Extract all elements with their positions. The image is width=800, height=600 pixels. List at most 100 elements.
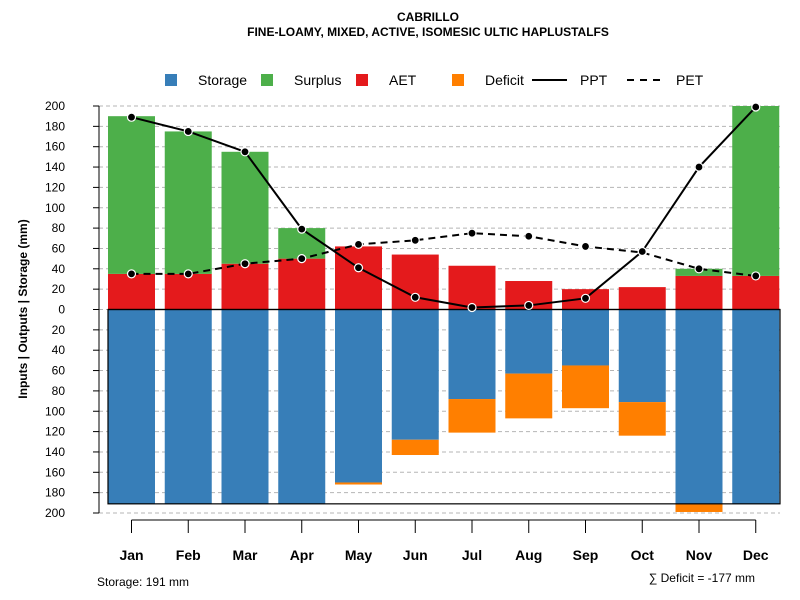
ppt-point [524,300,534,311]
y-tick-label: 160 [45,465,65,479]
y-tick-label: 120 [45,180,65,194]
storage-bar [335,309,382,483]
y-tick-label: 200 [45,506,65,520]
y-tick-label: 40 [52,343,66,357]
surplus-legend-label: Surplus [294,72,341,88]
ppt-point [126,112,137,122]
aet-bar [108,273,155,310]
y-tick-label: 60 [52,241,66,255]
ppt-line [131,106,757,309]
pet-point [126,269,137,279]
series-lines [126,102,761,313]
deficit-legend-swatch [452,74,464,86]
x-tick-label: Mar [233,547,258,563]
ppt-point [410,292,420,302]
y-tick-label: 60 [52,364,66,378]
deficit-sum-note: ∑ Deficit = -177 mm [649,571,755,585]
surplus-bar [732,106,780,276]
x-tick-label: Jan [119,547,143,563]
aet-legend-label: AET [389,72,417,88]
aet-bar [675,275,723,310]
legend: Storage Surplus AET Deficit PPT PET [165,72,704,88]
storage-bar [164,309,212,504]
y-tick-label: 160 [45,140,65,154]
pet-point [524,231,534,241]
storage-bar [618,309,666,403]
storage-bar [108,309,155,504]
y-tick-label: 20 [52,282,66,296]
pet-point [580,241,591,252]
x-tick-label: Feb [176,547,201,563]
x-tick-label: May [345,547,372,563]
pet-legend-label: PET [676,72,704,88]
chart-subtitle: FINE-LOAMY, MIXED, ACTIVE, ISOMESIC ULTI… [247,25,609,39]
x-tick-label: Aug [515,547,542,563]
chart-title: CABRILLO [397,10,459,24]
ppt-point [183,126,193,137]
gridlines [99,105,780,514]
x-axis: Jan Feb Mar Apr May Jun Jul Aug Sep Oct Nov Dec [119,519,769,563]
storage-bar [505,309,553,374]
y-axis-label: Inputs | Outputs | Storage (mm) [16,219,30,398]
ppt-point [694,162,704,172]
pet-point [467,228,477,238]
pet-point [410,235,420,245]
y-tick-label: 200 [45,99,65,113]
ppt-legend-label: PPT [580,72,608,88]
y-tick-label: 180 [45,486,65,500]
y-tick-label: 80 [52,384,66,398]
storage-bar [448,309,496,400]
aet-bar [278,258,326,310]
deficit-bar [618,402,666,436]
deficit-legend-label: Deficit [485,72,524,88]
ppt-point [637,246,647,257]
storage-note: Storage: 191 mm [97,575,189,589]
y-tick-label: 180 [45,119,65,133]
pet-point [183,269,193,279]
deficit-bar [391,439,439,456]
surplus-bar [221,151,269,264]
y-tick-label: 100 [45,201,65,215]
x-tick-label: Dec [743,547,769,563]
aet-bar [164,273,212,310]
storage-capacity-outline [107,308,781,505]
deficit-bar [505,373,553,419]
pet-point [751,271,761,281]
deficit-bar [562,365,609,409]
aet-bar [618,287,666,310]
aet-bar [732,275,780,310]
x-tick-label: Nov [686,547,713,563]
storage-bar [675,309,723,504]
y-tick-label: 80 [52,221,66,235]
deficit-bar [448,399,496,433]
y-tick-label: 140 [45,160,65,174]
ppt-point [353,263,364,273]
pet-point [240,259,250,269]
storage-bar [562,309,609,366]
x-tick-label: Sep [573,547,599,563]
aet-bar [221,263,269,310]
y-tick-label: 140 [45,445,65,459]
surplus-bar [164,131,212,274]
ppt-point [240,147,250,157]
storage-legend-swatch [165,74,177,86]
y-tick-label: 120 [45,425,65,439]
storage-bar [278,309,326,504]
ppt-point [580,293,591,303]
ppt-point [297,224,307,234]
pet-point [297,254,307,264]
x-tick-label: Apr [290,547,315,563]
ppt-point [467,302,477,313]
x-tick-label: Jun [403,547,428,563]
surplus-bar [108,116,155,274]
y-tick-label: 100 [45,404,65,418]
storage-legend-label: Storage [198,72,247,88]
deficit-bar [335,482,382,485]
pet-point [694,264,704,274]
pet-line [131,232,756,277]
x-tick-label: Jul [462,547,482,563]
ppt-point [751,102,761,112]
storage-bar [391,309,439,440]
storage-bar [732,309,780,504]
